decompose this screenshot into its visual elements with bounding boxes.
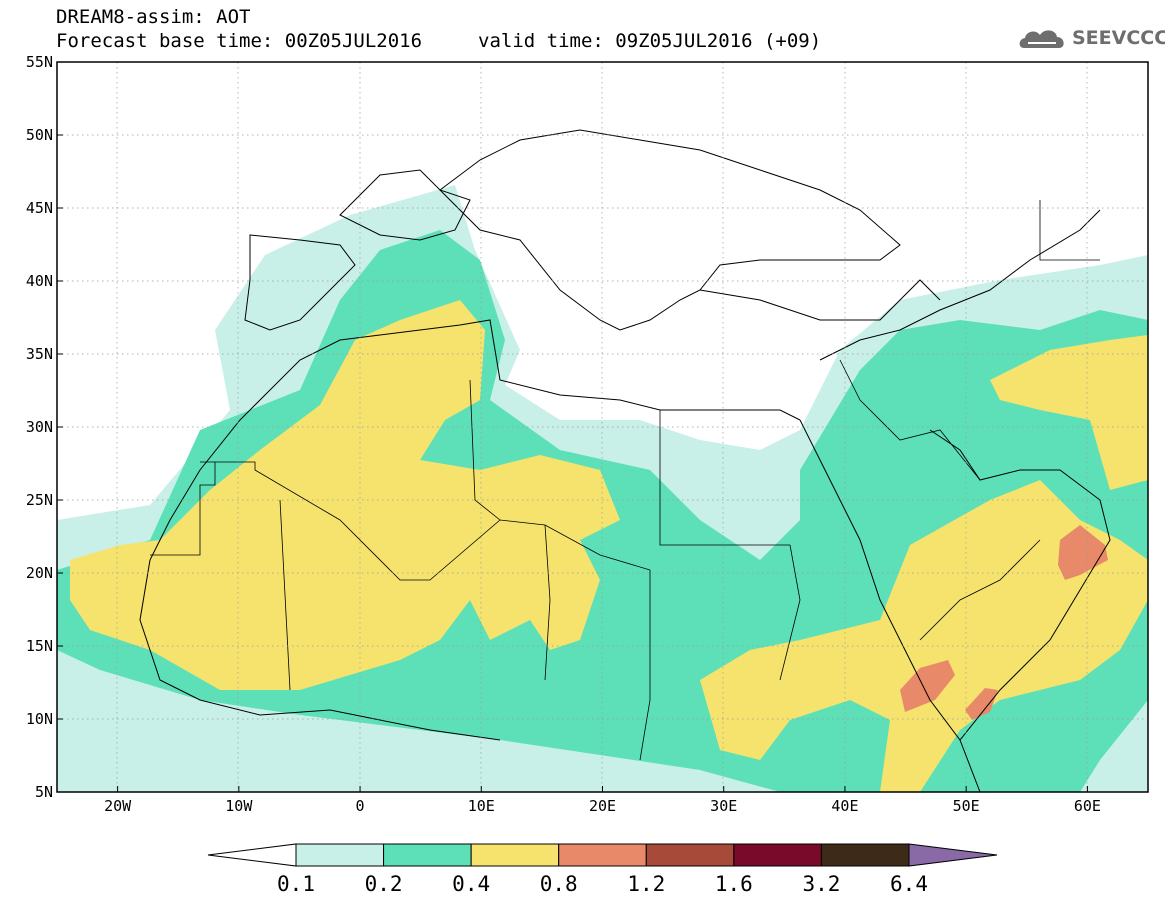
colorbar-label: 6.4 <box>890 872 928 896</box>
lat-tick-label: 30N <box>26 418 53 436</box>
lat-tick-label: 50N <box>26 126 53 144</box>
lat-tick-label: 55N <box>26 53 53 71</box>
lon-tick-label: 30E <box>710 797 737 815</box>
colorbar-over-triangle <box>908 843 998 867</box>
longitude-axis: 20W 10W 0 10E 20E 30E 40E 50E 60E <box>104 786 1101 815</box>
colorbar-label: 1.2 <box>627 872 666 896</box>
lon-tick-label: 20W <box>104 797 132 815</box>
aot-region-orange-oman <box>1058 525 1108 580</box>
lat-tick-label: 25N <box>26 491 53 509</box>
lon-tick-label: 10W <box>225 797 253 815</box>
lat-tick-label: 5N <box>35 783 53 801</box>
valid-time: valid time: 09Z05JUL2016 (+09) <box>478 30 822 52</box>
lat-lon-grid <box>57 62 1148 792</box>
aot-field <box>57 62 1148 792</box>
coastlines <box>139 129 1111 792</box>
lat-tick-label: 35N <box>26 345 53 363</box>
lon-tick-label: 60E <box>1074 797 1101 815</box>
cloud-icon <box>1019 30 1064 48</box>
logo-text: SEEVCCC <box>1072 27 1165 49</box>
colorbar-label: 1.6 <box>714 872 753 896</box>
latitude-axis: 55N 50N 45N 40N 35N 30N 25N 20N 15N 10N 5N <box>26 53 63 801</box>
colorbar-swatch <box>820 843 910 867</box>
colorbar-swatch <box>295 843 385 867</box>
lat-tick-label: 45N <box>26 199 53 217</box>
lat-tick-label: 40N <box>26 272 53 290</box>
colorbar-swatch <box>645 843 735 867</box>
colorbar-swatch <box>733 843 822 867</box>
lon-tick-label: 50E <box>953 797 980 815</box>
colorbar <box>207 843 998 867</box>
seevccc-logo: SEEVCCC <box>1016 24 1165 54</box>
lat-tick-label: 15N <box>26 637 53 655</box>
lon-tick-label: 40E <box>831 797 858 815</box>
colorbar-swatch <box>470 843 560 867</box>
colorbar-label: 0.1 <box>277 872 315 896</box>
aot-region-yellow-east <box>990 335 1148 490</box>
lat-tick-label: 20N <box>26 564 53 582</box>
aot-region-yellow-west <box>70 300 620 690</box>
lon-tick-label: 10E <box>468 797 495 815</box>
borders <box>150 200 1100 761</box>
chart-title: DREAM8-assim: AOT <box>56 6 251 28</box>
lat-tick-label: 10N <box>26 710 53 728</box>
aot-region-orange-yemen <box>900 660 955 712</box>
forecast-base-time: Forecast base time: 00Z05JUL2016 <box>56 30 423 52</box>
colorbar-swatch <box>383 843 472 867</box>
lon-tick-label: 0 <box>356 797 365 815</box>
colorbar-label: 0.8 <box>539 872 578 896</box>
lon-tick-label: 20E <box>589 797 616 815</box>
colorbar-under-triangle <box>207 843 297 867</box>
aot-region-orange-somalia <box>965 688 998 720</box>
colorbar-label: 0.4 <box>452 872 491 896</box>
colorbar-label: 0.2 <box>364 872 403 896</box>
colorbar-swatch <box>558 843 647 867</box>
colorbar-label: 3.2 <box>802 872 841 896</box>
